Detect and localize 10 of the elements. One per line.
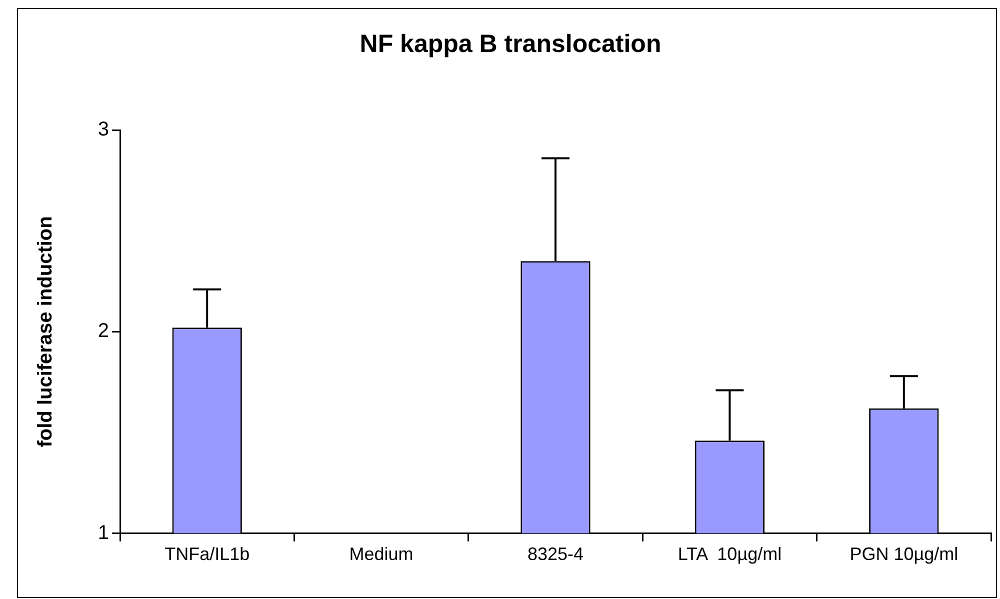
y-tick-label: 3 [98, 118, 109, 141]
y-tick-label: 2 [98, 320, 109, 342]
x-tick-label: LTA 10µg/ml [678, 544, 782, 564]
chart-title: NF kappa B translocation [360, 30, 662, 58]
x-tick-label: 8325-4 [527, 544, 584, 564]
y-tick-label: 1 [98, 522, 109, 544]
x-tick-label: TNFa/IL1b [164, 544, 250, 564]
x-tick-label: PGN 10µg/ml [850, 544, 958, 564]
x-tick-label: Medium [349, 544, 414, 564]
y-axis-title: fold luciferase induction [34, 216, 57, 448]
